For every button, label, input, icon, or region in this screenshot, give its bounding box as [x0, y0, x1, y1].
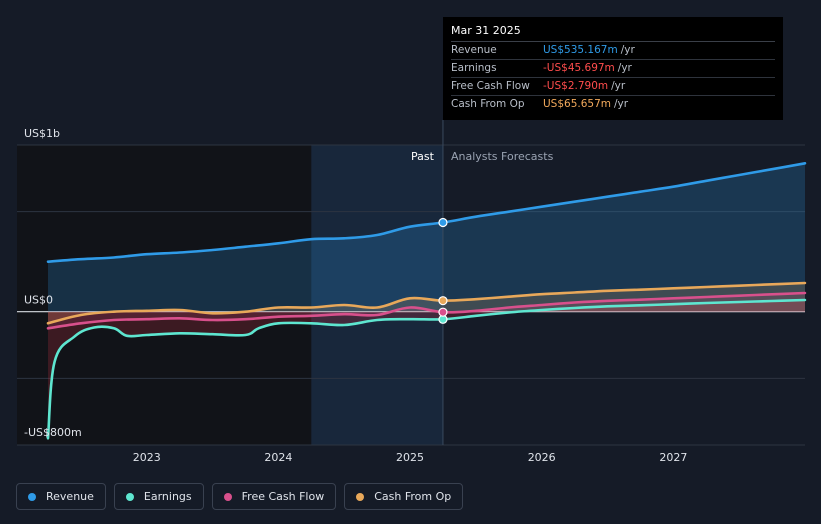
fcf-dot-icon: [223, 492, 232, 501]
tooltip-row-revenue: Revenue US$535.167m /yr: [451, 42, 775, 60]
legend-item-free-cash-flow[interactable]: Free Cash Flow: [211, 483, 337, 510]
legend-label: Cash From Op: [374, 490, 452, 503]
y-axis-label: US$1b: [24, 127, 60, 140]
legend-label: Revenue: [46, 490, 94, 503]
x-tick-label: 2026: [528, 451, 556, 464]
tooltip-row-cfo: Cash From Op US$65.657m /yr: [451, 96, 775, 113]
tooltip-label: Revenue: [451, 44, 497, 56]
cfo-marker: [438, 296, 448, 306]
legend-item-cash-from-op[interactable]: Cash From Op: [344, 483, 464, 510]
tooltip-date: Mar 31 2025: [451, 23, 775, 42]
tooltip-row-fcf: Free Cash Flow -US$2.790m /yr: [451, 78, 775, 96]
tooltip-label: Free Cash Flow: [451, 80, 530, 92]
revenue-line: [46, 162, 807, 263]
past-highlight-band: [311, 145, 443, 445]
tooltip-unit: /yr: [614, 98, 629, 110]
tooltip-row-earnings: Earnings -US$45.697m /yr: [451, 60, 775, 78]
x-tick-label: 2025: [396, 451, 424, 464]
data-tooltip: Mar 31 2025 Revenue US$535.167m /yr Earn…: [443, 17, 783, 120]
tooltip-value: -US$45.697m: [543, 62, 615, 74]
tooltip-label: Earnings: [451, 62, 497, 74]
tooltip-label: Cash From Op: [451, 98, 525, 110]
legend-item-earnings[interactable]: Earnings: [113, 483, 204, 510]
x-tick-label: 2023: [133, 451, 161, 464]
legend-item-revenue[interactable]: Revenue: [16, 483, 106, 510]
cfo-line: [46, 281, 807, 325]
revenue-dot-icon: [28, 492, 36, 501]
x-tick-label: 2027: [659, 451, 687, 464]
legend-label: Free Cash Flow: [241, 490, 325, 503]
earnings-dot-icon: [125, 492, 134, 501]
cfo-dot-icon: [356, 492, 365, 501]
earnings-line: [46, 298, 807, 440]
past-label: Past: [411, 150, 435, 163]
tooltip-value: US$535.167m: [543, 44, 618, 56]
tooltip-unit: /yr: [617, 62, 632, 74]
x-tick-label: 2024: [264, 451, 292, 464]
tooltip-unit: /yr: [611, 80, 626, 92]
tooltip-unit: /yr: [620, 44, 635, 56]
y-axis-label: US$0: [24, 294, 53, 307]
y-axis-label: -US$800m: [24, 426, 82, 439]
fcf-line: [46, 291, 807, 330]
revenue-area: [48, 163, 805, 312]
chart-legend: Revenue Earnings Free Cash Flow Cash Fro…: [16, 483, 464, 510]
cfo-area: [48, 283, 805, 324]
legend-label: Earnings: [143, 490, 192, 503]
fcf-marker: [438, 307, 448, 317]
tooltip-value: US$65.657m: [543, 98, 611, 110]
forecast-label: Analysts Forecasts: [451, 150, 554, 163]
tooltip-value: -US$2.790m: [543, 80, 609, 92]
revenue-marker: [438, 217, 448, 228]
